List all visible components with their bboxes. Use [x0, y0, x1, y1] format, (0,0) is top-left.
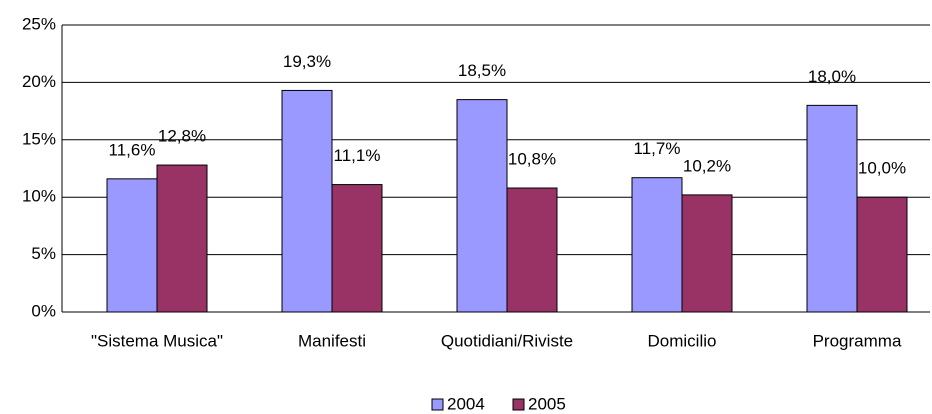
x-tick-label: "Sistema Musica" — [91, 331, 223, 350]
x-tick-label: Manifesti — [298, 331, 366, 350]
bar — [681, 194, 733, 313]
bar — [631, 177, 683, 313]
legend-swatch — [512, 398, 525, 411]
y-tick-label: 5% — [31, 244, 56, 263]
bar — [106, 178, 158, 313]
value-label: 19,3% — [283, 52, 331, 71]
x-tick-label: Programma — [813, 331, 902, 350]
bar — [856, 196, 908, 313]
legend-swatch — [431, 398, 444, 411]
legend-label: 2005 — [528, 394, 566, 413]
bar — [506, 187, 558, 313]
y-tick-label: 25% — [22, 14, 56, 33]
y-tick-label: 20% — [22, 72, 56, 91]
bar — [806, 104, 858, 313]
x-tick-label: Domicilio — [648, 331, 717, 350]
value-label: 11,1% — [334, 146, 381, 165]
bar — [281, 89, 333, 313]
value-label: 10,0% — [858, 159, 906, 178]
value-label: 18,5% — [458, 61, 506, 80]
bar — [156, 164, 208, 313]
legend-label: 2004 — [447, 394, 485, 413]
y-tick-label: 10% — [22, 187, 56, 206]
value-label: 12,8% — [158, 127, 206, 146]
value-label: 10,8% — [508, 150, 556, 169]
value-label: 11,6% — [109, 140, 156, 159]
x-tick-label: Quotidiani/Riviste — [441, 331, 573, 350]
y-tick-label: 15% — [22, 129, 56, 148]
y-tick-label: 0% — [31, 301, 56, 320]
value-label: 18,0% — [808, 67, 856, 86]
value-label: 11,7% — [634, 139, 681, 158]
bar — [331, 184, 383, 313]
bar — [456, 99, 508, 313]
value-label: 10,2% — [683, 156, 731, 175]
